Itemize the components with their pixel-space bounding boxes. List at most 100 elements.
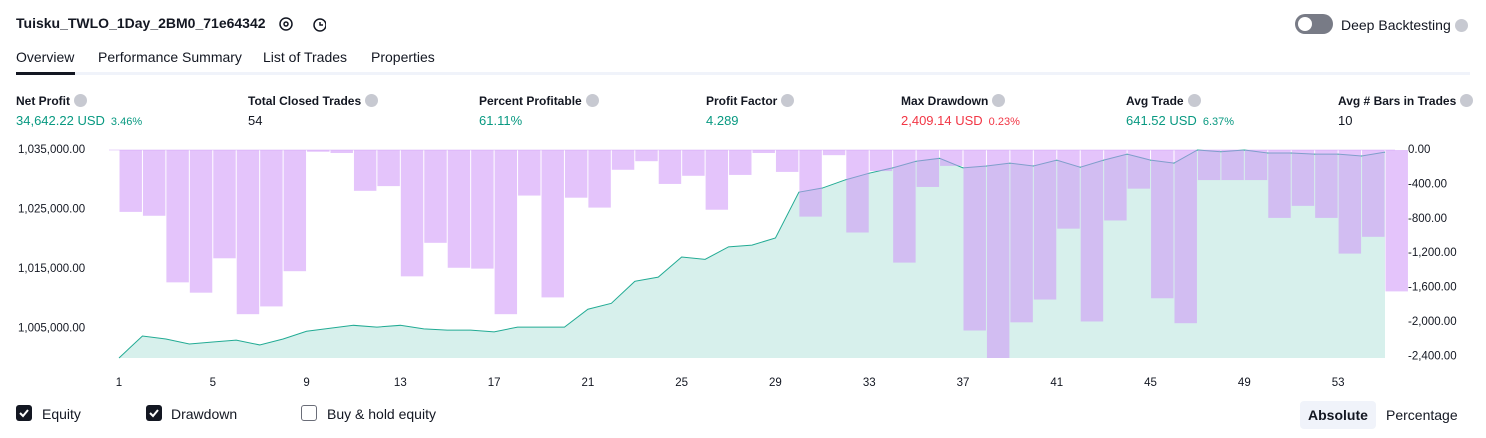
- legend-label: Equity: [42, 406, 81, 422]
- drawdown-bar: [377, 150, 400, 187]
- y2-tick-label: -1,600.00: [1408, 282, 1457, 294]
- drawdown-bar: [1362, 150, 1385, 237]
- label: Profit Factor: [706, 94, 778, 108]
- drawdown-bar: [752, 150, 775, 154]
- y2-tick-label: 0.00: [1408, 144, 1430, 156]
- pct: 3.46%: [110, 116, 143, 128]
- y-tick-label: 1,005,000.00: [18, 322, 85, 334]
- x-tick-label: 29: [769, 377, 782, 389]
- info-icon[interactable]: [781, 94, 795, 107]
- y2-tick-label: -400.00: [1408, 178, 1447, 190]
- drawdown-bar: [1033, 150, 1057, 300]
- mode-button[interactable]: Absolute: [1300, 401, 1376, 429]
- drawdown-bar: [986, 150, 1010, 358]
- metric-label: Profit Factor: [706, 94, 795, 108]
- info-icon[interactable]: [1460, 94, 1474, 107]
- toggle-switch[interactable]: [1295, 14, 1333, 34]
- drawdown-bar: [166, 150, 189, 283]
- x-tick-label: 1: [116, 377, 122, 389]
- y-tick-label: 1,015,000.00: [18, 263, 85, 275]
- metric-value: 61.11%: [479, 113, 522, 128]
- y-tick-label: 1,025,000.00: [18, 203, 85, 215]
- chart: 1,005,000.00 1,015,000.00 1,025,000.00 1,03…: [18, 144, 1457, 389]
- drawdown-bar: [1268, 150, 1291, 218]
- metric-label: Total Closed Trades: [248, 94, 379, 108]
- drawdown-bar: [1057, 150, 1080, 229]
- equity-line: [118, 149, 1386, 359]
- drawdown-bar: [471, 150, 494, 269]
- drawdown-bar: [400, 150, 424, 277]
- info-icon[interactable]: [1187, 94, 1201, 107]
- tab[interactable]: Properties: [371, 49, 435, 65]
- drawdown-bar: [283, 150, 307, 272]
- drawdown-bar: [1338, 150, 1362, 254]
- tab[interactable]: Performance Summary: [98, 49, 242, 65]
- x-tick-label: 37: [957, 377, 970, 389]
- drawdown-bar: [1127, 150, 1151, 189]
- drawdown-bar: [822, 150, 846, 156]
- drawdown-bar: [729, 150, 752, 175]
- metric-label: Avg # Bars in Trades: [1338, 94, 1474, 108]
- tab[interactable]: Overview: [16, 49, 75, 65]
- drawdown-bar: [142, 150, 166, 216]
- drawdown-bar: [189, 150, 213, 293]
- drawdown-bar: [353, 150, 377, 191]
- metric-value: 4.289: [706, 113, 739, 128]
- checkbox[interactable]: [16, 405, 32, 421]
- pct: 0.23%: [988, 116, 1020, 128]
- drawdown-bar: [658, 150, 682, 184]
- drawdown-bar: [1291, 150, 1315, 206]
- x-tick-label: 21: [581, 377, 594, 389]
- x-tick-label: 17: [488, 377, 501, 389]
- x-tick-label: 13: [394, 377, 407, 389]
- metric-value: 54: [248, 113, 262, 128]
- drawdown-bar: [1385, 150, 1408, 292]
- drawdown-bar: [1244, 150, 1268, 181]
- drawdown-bar: [213, 150, 236, 259]
- metric-value: 2,409.14 USD 0.23%: [901, 113, 1020, 128]
- tab-underline: [16, 72, 1470, 75]
- metric-label: Net Profit: [16, 94, 87, 108]
- drawdown-bar: [705, 150, 729, 210]
- x-tick-label: 33: [863, 377, 876, 389]
- info-icon[interactable]: [365, 94, 379, 107]
- value: 34,642.22 USD: [16, 113, 105, 128]
- tab[interactable]: List of Trades: [263, 49, 348, 65]
- drawdown-bar: [518, 150, 541, 196]
- drawdown-bar: [916, 150, 940, 187]
- checkbox[interactable]: [146, 405, 162, 421]
- header-icons[interactable]: [278, 15, 326, 33]
- tab-selected: [16, 72, 75, 75]
- value: 2,409.14 USD: [901, 113, 983, 128]
- info-icon[interactable]: [74, 94, 87, 107]
- label: Percent Profitable: [479, 94, 582, 108]
- drawdown-bar: [1010, 150, 1033, 323]
- drawdown-bar: [611, 150, 635, 170]
- legend-label: Buy & hold equity: [327, 406, 436, 422]
- y2-tick-label: -1,200.00: [1408, 247, 1457, 259]
- metric-value: 34,642.22 USD 3.46%: [16, 113, 142, 128]
- label: Avg Trade: [1126, 94, 1184, 108]
- checkbox[interactable]: [301, 405, 317, 421]
- drawdown-bar: [1315, 150, 1338, 218]
- drawdown-bar: [1174, 150, 1197, 324]
- mode-button[interactable]: Percentage: [1386, 407, 1458, 423]
- drawdown-bar: [893, 150, 916, 263]
- toggle-label: Deep Backtesting: [1341, 17, 1468, 33]
- drawdown-bar: [963, 150, 986, 331]
- drawdown-bar: [635, 150, 658, 162]
- label: Total Closed Trades: [248, 94, 362, 108]
- drawdown-bar: [588, 150, 611, 208]
- drawdown-bar: [307, 150, 330, 152]
- label: Max Drawdown: [901, 94, 989, 108]
- drawdown-bar: [775, 150, 799, 172]
- info-icon[interactable]: [992, 94, 1006, 107]
- info-icon[interactable]: [585, 94, 599, 107]
- drawdown-bar: [330, 150, 353, 154]
- drawdown-bar: [1221, 150, 1244, 181]
- y2-tick-label: -2,400.00: [1408, 350, 1457, 362]
- drawdown-bar: [236, 150, 260, 315]
- x-tick-label: 53: [1332, 377, 1345, 389]
- value: 54: [248, 113, 263, 128]
